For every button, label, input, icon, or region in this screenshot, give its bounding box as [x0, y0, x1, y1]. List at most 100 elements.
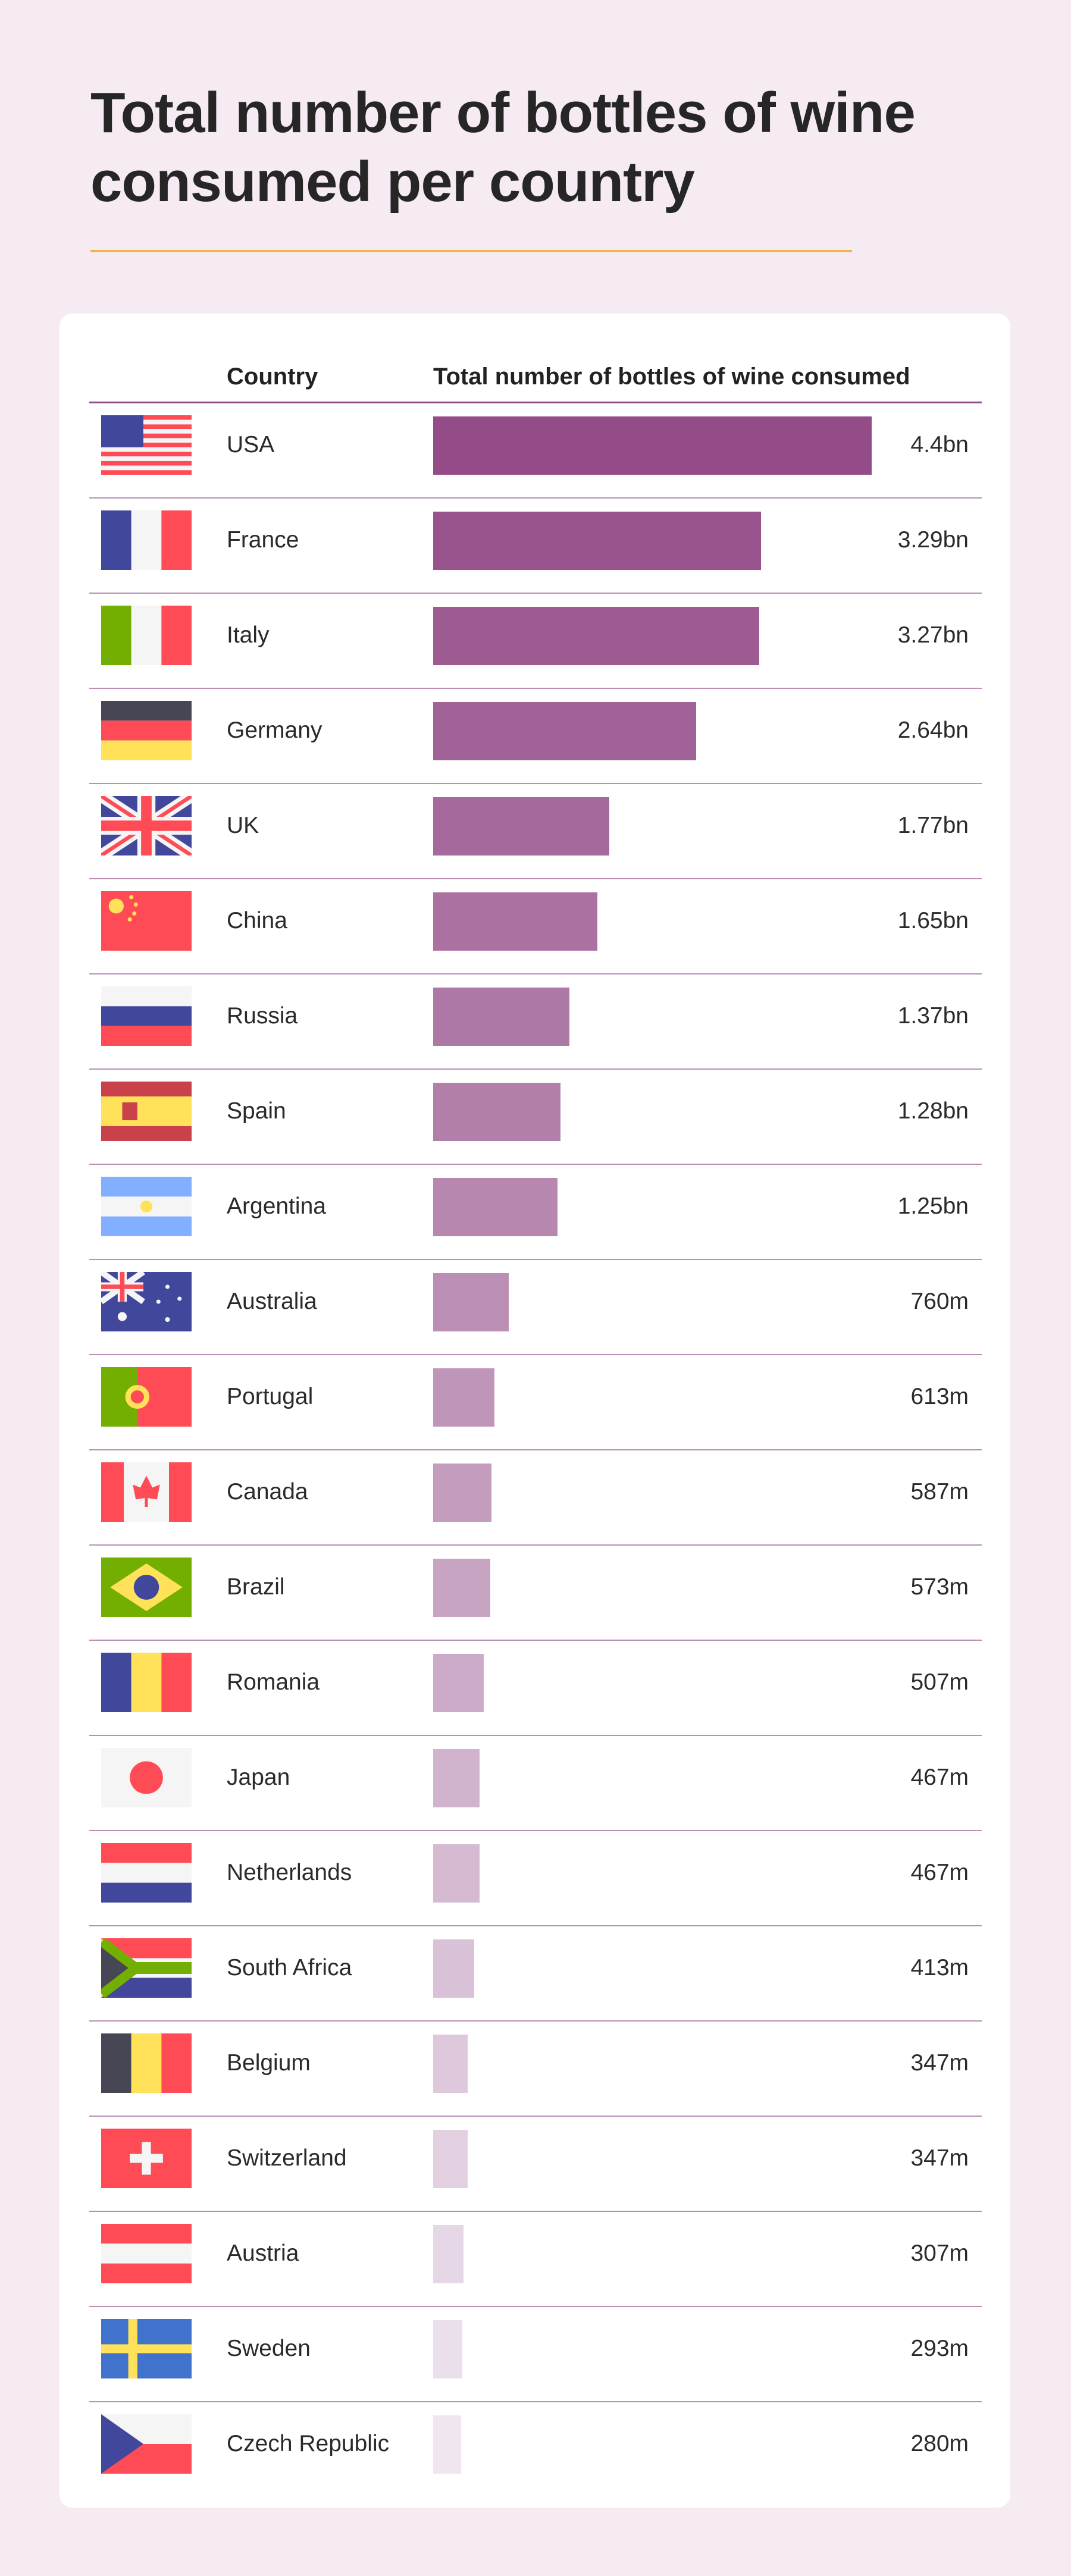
bar-japan: [433, 1749, 480, 1807]
row-divider: [89, 783, 982, 784]
country-name: Argentina: [227, 1193, 326, 1219]
row-divider: [89, 2211, 982, 2212]
table-row: Portugal 613m: [60, 1355, 1010, 1450]
row-divider: [89, 593, 982, 594]
portugal-flag-icon: [101, 1367, 192, 1427]
italy-flag-icon: [101, 606, 192, 665]
table-row: Switzerland 347m: [60, 2117, 1010, 2212]
table-row: Spain 1.28bn: [60, 1070, 1010, 1165]
bar-italy: [433, 607, 759, 665]
argentina-flag-icon: [101, 1177, 192, 1236]
value-label: 760m: [910, 1289, 969, 1314]
sweden-flag-icon: [101, 2319, 192, 2378]
country-name: Sweden: [227, 2336, 311, 2361]
row-divider: [89, 2020, 982, 2022]
value-label: 1.28bn: [897, 1098, 969, 1124]
czech-republic-flag-icon: [101, 2414, 192, 2474]
country-name: Portugal: [227, 1384, 314, 1409]
value-label: 1.25bn: [897, 1193, 969, 1219]
bar-switzerland: [433, 2130, 468, 2188]
country-name: Netherlands: [227, 1860, 352, 1885]
header-total: Total number of bottles of wine consumed: [433, 363, 910, 390]
country-name: Italy: [227, 622, 270, 648]
country-name: South Africa: [227, 1955, 352, 1980]
table-row: Japan 467m: [60, 1736, 1010, 1831]
row-divider: [89, 1068, 982, 1070]
value-label: 467m: [910, 1860, 969, 1885]
value-label: 467m: [910, 1765, 969, 1790]
table-row: Belgium 347m: [60, 2022, 1010, 2117]
germany-flag-icon: [101, 701, 192, 760]
table-row: Canada 587m: [60, 1450, 1010, 1546]
country-name: China: [227, 908, 287, 933]
bar-germany: [433, 702, 697, 760]
table-row: Austria 307m: [60, 2212, 1010, 2307]
row-divider: [89, 2401, 982, 2402]
row-divider: [89, 1640, 982, 1641]
row-divider: [89, 1830, 982, 1831]
uk-flag-icon: [98, 791, 195, 861]
spain-flag-icon: [101, 1082, 192, 1141]
table-row: Germany 2.64bn: [60, 689, 1010, 784]
value-label: 1.65bn: [897, 908, 969, 933]
table-row: Netherlands 467m: [60, 1831, 1010, 1926]
country-name: USA: [227, 432, 275, 457]
row-divider: [89, 2306, 982, 2307]
value-label: 1.37bn: [897, 1003, 969, 1029]
bar-uk: [433, 797, 610, 855]
australia-flag-icon: [99, 1269, 192, 1331]
country-name: France: [227, 527, 299, 553]
china-flag-icon: [101, 891, 192, 951]
bar-canada: [433, 1464, 492, 1522]
header-country: Country: [227, 363, 318, 390]
bar-south-africa: [433, 1939, 475, 1998]
row-divider: [89, 1259, 982, 1260]
canada-flag-icon: [101, 1462, 192, 1522]
value-label: 573m: [910, 1574, 969, 1600]
value-label: 413m: [910, 1955, 969, 1980]
row-divider: [89, 497, 982, 499]
bar-brazil: [433, 1559, 490, 1617]
header-divider: [89, 402, 982, 403]
romania-flag-icon: [101, 1653, 192, 1712]
bar-sweden: [433, 2320, 463, 2378]
netherlands-flag-icon: [101, 1843, 192, 1903]
country-name: Brazil: [227, 1574, 285, 1600]
country-name: Romania: [227, 1669, 320, 1695]
bar-romania: [433, 1654, 484, 1712]
row-divider: [89, 1544, 982, 1546]
bar-russia: [433, 988, 570, 1046]
row-divider: [89, 1735, 982, 1736]
value-label: 293m: [910, 2336, 969, 2361]
value-label: 507m: [910, 1669, 969, 1695]
bar-netherlands: [433, 1844, 480, 1903]
bar-austria: [433, 2225, 464, 2283]
brazil-flag-icon: [101, 1557, 192, 1617]
country-name: Austria: [227, 2240, 299, 2266]
page-title: Total number of bottles of wine consumed…: [90, 81, 916, 214]
value-label: 3.29bn: [897, 527, 969, 553]
bar-portugal: [433, 1368, 494, 1427]
value-label: 307m: [910, 2240, 969, 2266]
table-row: Sweden 293m: [60, 2307, 1010, 2402]
row-divider: [89, 973, 982, 974]
austria-flag-icon: [101, 2224, 192, 2283]
country-name: Russia: [227, 1003, 298, 1029]
value-label: 4.4bn: [910, 432, 969, 457]
table-row: UK 1.77bn: [60, 784, 1010, 879]
bar-france: [433, 512, 762, 570]
table-row: South Africa 413m: [60, 1926, 1010, 2022]
bar-spain: [433, 1083, 561, 1141]
row-divider: [89, 1449, 982, 1450]
bar-belgium: [433, 2035, 468, 2093]
table-row: Australia 760m: [60, 1260, 1010, 1355]
switzerland-flag-icon: [101, 2129, 192, 2188]
value-label: 347m: [910, 2145, 969, 2171]
table-row: China 1.65bn: [60, 879, 1010, 974]
table-row: France 3.29bn: [60, 499, 1010, 594]
table-row: USA 4.4bn: [60, 403, 1010, 499]
value-label: 2.64bn: [897, 717, 969, 743]
value-label: 613m: [910, 1384, 969, 1409]
row-divider: [89, 1164, 982, 1165]
south-africa-flag-icon: [97, 1938, 192, 1998]
